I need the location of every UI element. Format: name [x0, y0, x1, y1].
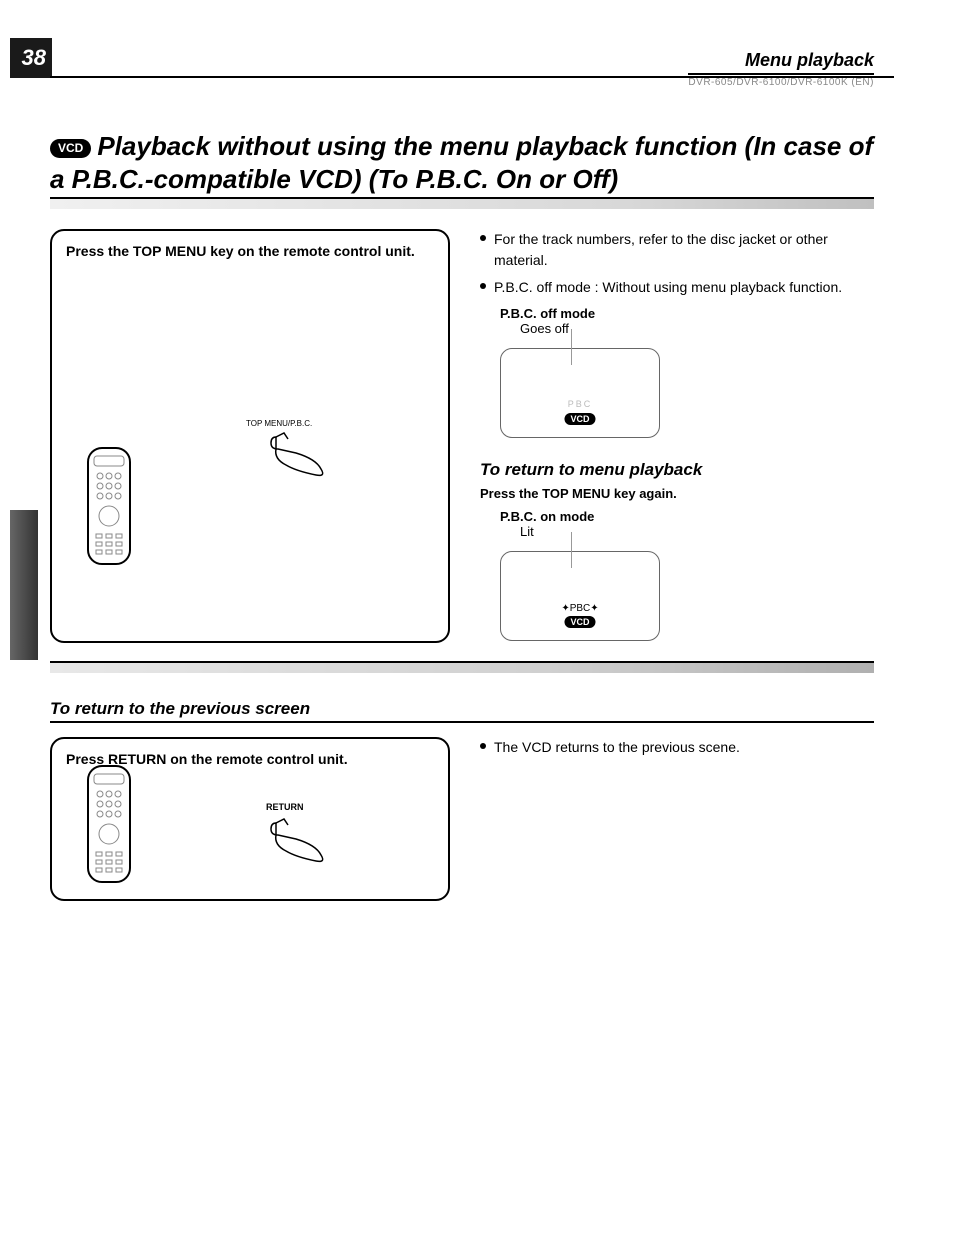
pbc-indicator-on: ✦PBC✦	[501, 603, 659, 614]
return-prev-heading: To return to the previous screen	[50, 699, 874, 719]
top-menu-key-label: TOP MENU/P.B.C.	[246, 419, 312, 428]
manual-page: 38 Menu playback DVR-605/DVR-6100/DVR-61…	[0, 0, 954, 1235]
header-title: Menu playback	[688, 50, 874, 75]
remote-control-icon	[86, 446, 132, 569]
box-heading: Press the TOP MENU key on the remote con…	[66, 243, 434, 259]
h2-underline	[50, 721, 874, 723]
pbc-on-mode-title: P.B.C. on mode	[500, 509, 874, 524]
main-title: VCD Playback without using the menu playb…	[50, 130, 874, 195]
title-line2: a P.B.C.-compatible VCD) (To P.B.C. On o…	[50, 164, 618, 194]
bullet-pbc-off: P.B.C. off mode : Without using menu pla…	[480, 277, 874, 298]
left-column-bottom: Press RETURN on the remote control unit.	[50, 737, 450, 901]
bullet-dot-icon	[480, 743, 486, 749]
hand-pointer-icon	[266, 429, 336, 482]
bullet-text: The VCD returns to the previous scene.	[494, 737, 740, 758]
remote-control-icon	[86, 764, 132, 887]
hand-pointer-icon	[266, 815, 336, 868]
bullet-dot-icon	[480, 283, 486, 289]
header-right: Menu playback DVR-605/DVR-6100/DVR-6100K…	[688, 50, 874, 88]
content: VCD Playback without using the menu playb…	[50, 130, 874, 901]
return-menu-sub: Press the TOP MENU key again.	[480, 486, 874, 501]
pbc-off-mode-sub: Goes off	[520, 321, 874, 336]
top-border	[50, 76, 894, 78]
pbc-indicator-off: PBC	[501, 399, 659, 409]
right-column: For the track numbers, refer to the disc…	[480, 229, 874, 643]
return-menu-heading: To return to menu playback	[480, 460, 874, 480]
bullet-track-numbers: For the track numbers, refer to the disc…	[480, 229, 874, 271]
bullet-dot-icon	[480, 235, 486, 241]
pbc-off-mode-title: P.B.C. off mode	[500, 306, 874, 321]
bullet-text: For the track numbers, refer to the disc…	[494, 229, 874, 271]
vcd-icon: VCD	[50, 139, 91, 158]
display-pbc-on: ✦PBC✦ VCD	[500, 551, 660, 641]
box-body: TOP MENU/P.B.C.	[66, 259, 434, 629]
box-body: RETURN	[66, 767, 434, 887]
return-key-label: RETURN	[266, 802, 304, 812]
header-subtitle: DVR-605/DVR-6100/DVR-6100K (EN)	[688, 77, 874, 88]
right-column-bottom: The VCD returns to the previous scene.	[480, 737, 874, 901]
bullet-text: P.B.C. off mode : Without using menu pla…	[494, 277, 842, 298]
gradient-bar	[50, 663, 874, 673]
leader-line	[571, 532, 572, 568]
side-tab	[10, 510, 38, 660]
left-column: Press the TOP MENU key on the remote con…	[50, 229, 450, 643]
title-line1: Playback without using the menu playback…	[97, 131, 873, 161]
bullet-return-prev: The VCD returns to the previous scene.	[480, 737, 874, 758]
vcd-pill-icon: VCD	[564, 413, 595, 425]
instruction-box-top-menu: Press the TOP MENU key on the remote con…	[50, 229, 450, 643]
title-gradient	[50, 199, 874, 209]
pbc-on-mode-sub: Lit	[520, 524, 874, 539]
display-pbc-off: PBC VCD	[500, 348, 660, 438]
bottom-two-column: Press RETURN on the remote control unit.	[50, 737, 874, 901]
leader-line	[571, 329, 572, 365]
page-number: 38	[22, 45, 46, 71]
vcd-pill-icon: VCD	[564, 616, 595, 628]
instruction-box-return: Press RETURN on the remote control unit.	[50, 737, 450, 901]
two-column-section: Press the TOP MENU key on the remote con…	[50, 229, 874, 643]
page-number-tab: 38	[10, 38, 52, 78]
